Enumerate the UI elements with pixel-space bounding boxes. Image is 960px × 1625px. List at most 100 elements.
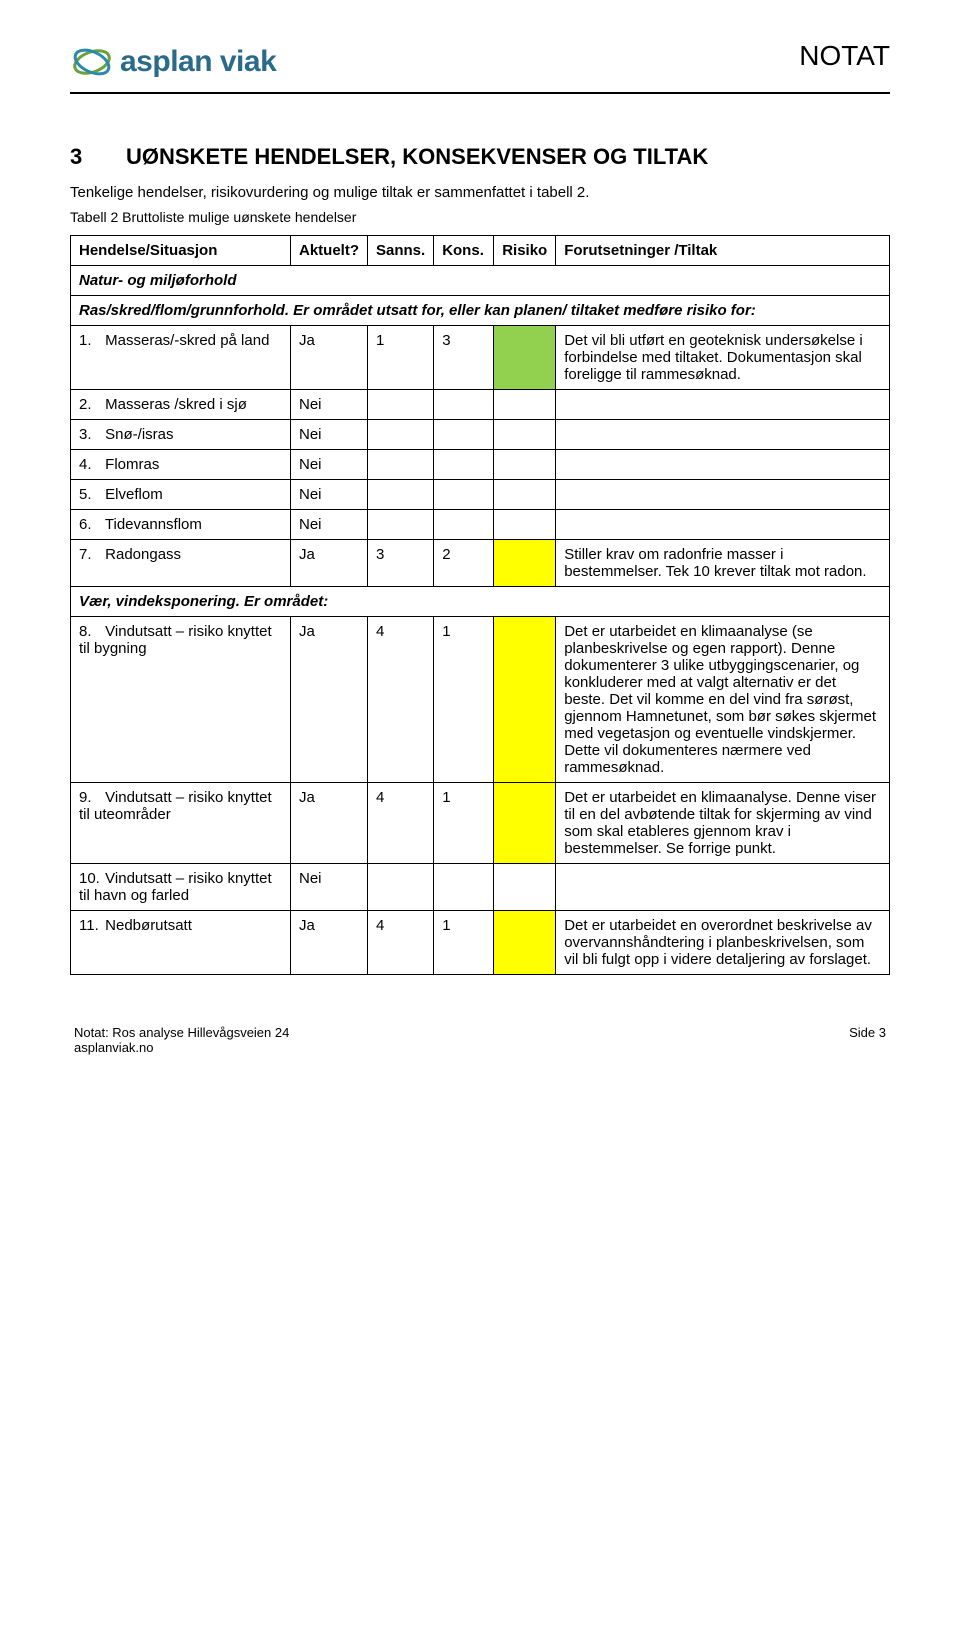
col-aktuelt: Aktuelt? (291, 236, 368, 266)
cell-kons: 1 (434, 783, 494, 864)
cell-kons (434, 510, 494, 540)
cell-risiko (494, 390, 556, 420)
cell-kons (434, 480, 494, 510)
table-header-row: Hendelse/Situasjon Aktuelt? Sanns. Kons.… (71, 236, 890, 266)
cell-sanns: 4 (368, 911, 434, 975)
cell-situasjon: 5. Elveflom (71, 480, 291, 510)
notat-label: NOTAT (799, 40, 890, 72)
section-a-subhead: Ras/skred/flom/grunnforhold. Er området … (71, 296, 890, 326)
cell-aktuelt: Ja (291, 911, 368, 975)
table-row: 9. Vindutsatt – risiko knyttet til uteom… (71, 783, 890, 864)
cell-kons (434, 390, 494, 420)
cell-aktuelt: Ja (291, 783, 368, 864)
logo-icon (70, 40, 114, 84)
cell-sanns (368, 420, 434, 450)
footer-right: Side 3 (849, 1025, 886, 1055)
cell-tiltak (556, 864, 890, 911)
table-row: 11. NedbørutsattJa41 Det er utarbeidet en… (71, 911, 890, 975)
cell-risiko (494, 911, 556, 975)
section-b-subhead-row: Vær, vindeksponering. Er området: (71, 587, 890, 617)
header: asplan viak NOTAT (70, 40, 890, 84)
table-row: 5. ElveflomNei (71, 480, 890, 510)
cell-tiltak: Det er utarbeidet en overordnet beskrive… (556, 911, 890, 975)
cell-tiltak (556, 480, 890, 510)
section-a-subhead-row: Ras/skred/flom/grunnforhold. Er området … (71, 296, 890, 326)
table-row: 1. Masseras/-skred på landJa13Det vil bl… (71, 326, 890, 390)
page: asplan viak NOTAT 3UØNSKETE HENDELSER, K… (0, 0, 960, 1105)
cell-sanns (368, 510, 434, 540)
section-intro: Tenkelige hendelser, risikovurdering og … (70, 184, 890, 201)
cell-sanns: 4 (368, 617, 434, 783)
cell-situasjon: 6. Tidevannsflom (71, 510, 291, 540)
cell-kons: 1 (434, 617, 494, 783)
col-tiltak: Forutsetninger /Tiltak (556, 236, 890, 266)
cell-kons: 3 (434, 326, 494, 390)
footer: Notat: Ros analyse Hillevågsveien 24 asp… (70, 1025, 890, 1055)
cell-aktuelt: Ja (291, 326, 368, 390)
cell-tiltak (556, 390, 890, 420)
cell-tiltak (556, 450, 890, 480)
cell-risiko (494, 326, 556, 390)
section-heading-text: UØNSKETE HENDELSER, KONSEKVENSER OG TILT… (126, 144, 708, 169)
col-situasjon: Hendelse/Situasjon (71, 236, 291, 266)
table-row: 6. TidevannsflomNei (71, 510, 890, 540)
section-a-label-row: Natur- og miljøforhold (71, 266, 890, 296)
cell-sanns (368, 864, 434, 911)
cell-risiko (494, 617, 556, 783)
cell-sanns (368, 480, 434, 510)
cell-risiko (494, 510, 556, 540)
cell-situasjon: 8. Vindutsatt – risiko knyttet til bygni… (71, 617, 291, 783)
logo-text: asplan viak (120, 45, 276, 79)
table-row: 7. RadongassJa32 Stiller krav om radonfri… (71, 540, 890, 587)
cell-tiltak (556, 510, 890, 540)
table-row: 2. Masseras /skred i sjøNei (71, 390, 890, 420)
risk-table: Hendelse/Situasjon Aktuelt? Sanns. Kons.… (70, 235, 890, 975)
cell-kons (434, 420, 494, 450)
cell-aktuelt: Nei (291, 390, 368, 420)
cell-risiko (494, 783, 556, 864)
footer-left-line2: asplanviak.no (74, 1040, 154, 1055)
col-kons: Kons. (434, 236, 494, 266)
section-a-label: Natur- og miljøforhold (71, 266, 890, 296)
table-row: 8. Vindutsatt – risiko knyttet til bygni… (71, 617, 890, 783)
cell-tiltak: Det vil bli utført en geoteknisk undersø… (556, 326, 890, 390)
cell-situasjon: 4. Flomras (71, 450, 291, 480)
cell-situasjon: 1. Masseras/-skred på land (71, 326, 291, 390)
cell-situasjon: 3. Snø-/isras (71, 420, 291, 450)
cell-risiko (494, 540, 556, 587)
footer-left: Notat: Ros analyse Hillevågsveien 24 asp… (74, 1025, 289, 1055)
cell-risiko (494, 864, 556, 911)
cell-situasjon: 11. Nedbørutsatt (71, 911, 291, 975)
cell-aktuelt: Nei (291, 420, 368, 450)
cell-risiko (494, 450, 556, 480)
header-divider (70, 92, 890, 94)
cell-situasjon: 10. Vindutsatt – risiko knyttet til havn… (71, 864, 291, 911)
section-b-subhead: Vær, vindeksponering. Er området: (71, 587, 890, 617)
cell-aktuelt: Nei (291, 864, 368, 911)
logo: asplan viak (70, 40, 276, 84)
table-row: 3. Snø-/israsNei (71, 420, 890, 450)
cell-situasjon: 9. Vindutsatt – risiko knyttet til uteom… (71, 783, 291, 864)
cell-sanns: 4 (368, 783, 434, 864)
col-risiko: Risiko (494, 236, 556, 266)
cell-kons: 1 (434, 911, 494, 975)
cell-situasjon: 2. Masseras /skred i sjø (71, 390, 291, 420)
cell-situasjon: 7. Radongass (71, 540, 291, 587)
cell-risiko (494, 420, 556, 450)
cell-aktuelt: Ja (291, 617, 368, 783)
cell-aktuelt: Nei (291, 480, 368, 510)
cell-kons (434, 864, 494, 911)
cell-aktuelt: Ja (291, 540, 368, 587)
col-sanns: Sanns. (368, 236, 434, 266)
section-title: 3UØNSKETE HENDELSER, KONSEKVENSER OG TIL… (70, 144, 890, 170)
cell-aktuelt: Nei (291, 450, 368, 480)
cell-kons: 2 (434, 540, 494, 587)
cell-tiltak: Det er utarbeidet en klimaanalyse. Denne… (556, 783, 890, 864)
cell-tiltak: Stiller krav om radonfrie masser i beste… (556, 540, 890, 587)
table-caption: Tabell 2 Bruttoliste mulige uønskete hen… (70, 209, 890, 225)
cell-kons (434, 450, 494, 480)
cell-risiko (494, 480, 556, 510)
cell-sanns: 3 (368, 540, 434, 587)
cell-sanns (368, 390, 434, 420)
table-row: 4. FlomrasNei (71, 450, 890, 480)
